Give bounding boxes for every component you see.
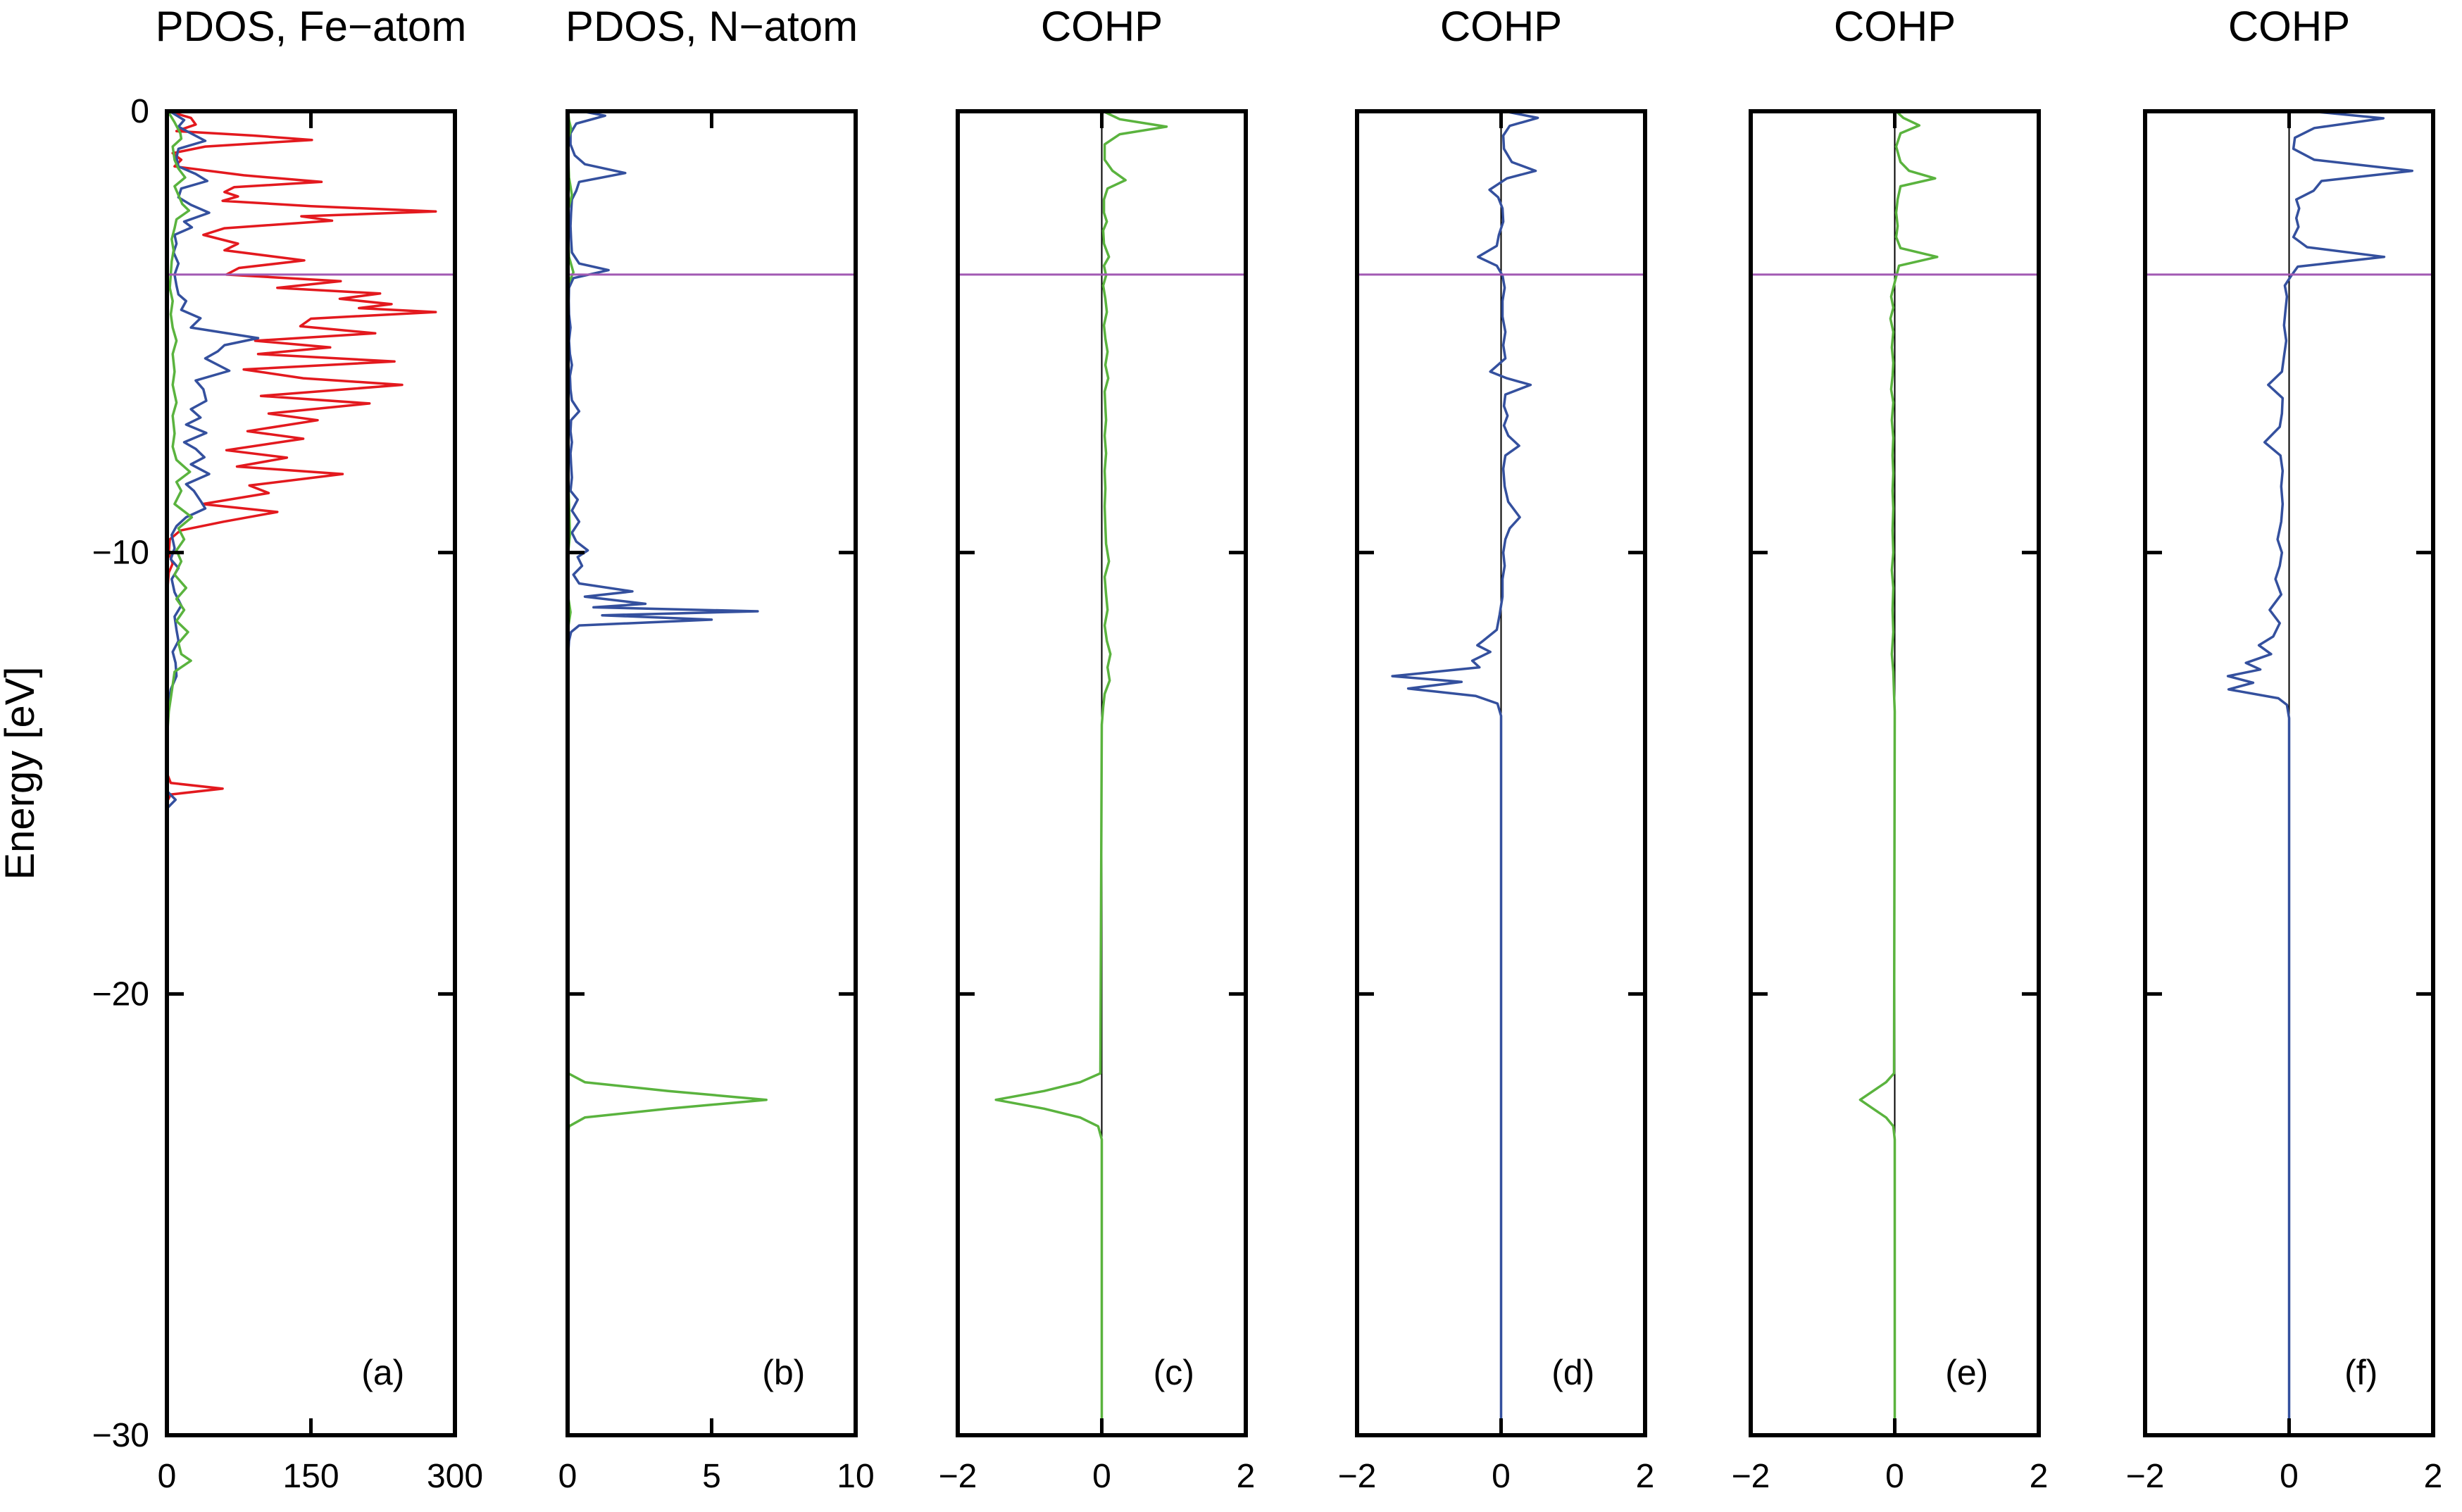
- curve-e-green: [1858, 110, 1939, 1437]
- x-tick-label-b-1: 5: [702, 1458, 721, 1495]
- x-tick-label-d-0: −2: [1338, 1458, 1377, 1495]
- x-tick-label-f-1: 0: [2280, 1458, 2299, 1495]
- panel-f: COHP (f) −2 0 2: [2126, 3, 2443, 1495]
- x-tick-label-e-2: 2: [2030, 1458, 2049, 1495]
- panel-a: PDOS, Fe−atom (a) 0 150 300: [156, 3, 483, 1495]
- x-tick-label-c-2: 2: [1237, 1458, 1256, 1495]
- x-tick-label-f-2: 2: [2424, 1458, 2443, 1495]
- panel-letter-a: (a): [361, 1353, 404, 1392]
- panel-title-d: COHP: [1440, 3, 1562, 50]
- panel-letter-d: (d): [1551, 1353, 1594, 1392]
- panel-title-c: COHP: [1041, 3, 1163, 50]
- x-tick-label-c-0: −2: [939, 1458, 977, 1495]
- x-tick-label-a-0: 0: [158, 1458, 177, 1495]
- y-tick-label-3: −30: [92, 1417, 149, 1454]
- x-tick-label-c-1: 0: [1092, 1458, 1111, 1495]
- curve-a-red: [165, 110, 437, 1437]
- x-tick-label-d-1: 0: [1492, 1458, 1511, 1495]
- x-tick-label-b-2: 10: [837, 1458, 874, 1495]
- curve-d-blue: [1391, 110, 1539, 1437]
- panel-d: COHP (d) −2 0 2: [1338, 3, 1655, 1495]
- y-tick-label-1: −10: [92, 535, 149, 572]
- panel-title-e: COHP: [1834, 3, 1956, 50]
- x-tick-label-f-0: −2: [2126, 1458, 2165, 1495]
- curve-c-green: [994, 110, 1168, 1437]
- y-tick-label-0: 0: [130, 93, 149, 130]
- curve-f-blue: [2226, 110, 2414, 1437]
- x-tick-label-b-0: 0: [558, 1458, 577, 1495]
- panel-title-a: PDOS, Fe−atom: [156, 3, 467, 50]
- panel-title-b: PDOS, N−atom: [565, 3, 858, 50]
- x-tick-label-e-0: −2: [1732, 1458, 1770, 1495]
- panel-c: COHP (c) −2 0 2: [939, 3, 1256, 1495]
- panel-e: COHP (e) −2 0 2: [1732, 3, 2049, 1495]
- panel-letter-c: (c): [1154, 1353, 1194, 1392]
- x-tick-label-a-2: 300: [427, 1458, 483, 1495]
- panel-letter-b: (b): [762, 1353, 805, 1392]
- curve-a-green: [165, 110, 194, 1437]
- panel-letter-f: (f): [2344, 1353, 2377, 1392]
- curve-a-blue: [165, 110, 260, 1437]
- x-tick-label-a-1: 150: [282, 1458, 339, 1495]
- y-axis-label: Energy [eV]: [0, 666, 43, 880]
- x-tick-label-d-2: 2: [1636, 1458, 1655, 1495]
- y-tick-label-2: −20: [92, 975, 149, 1013]
- panel-b: PDOS, N−atom (b) 0 5 10: [558, 3, 875, 1495]
- curve-b-blue: [566, 110, 759, 1437]
- panel-letter-e: (e): [1945, 1353, 1988, 1392]
- panel-title-f: COHP: [2228, 3, 2350, 50]
- x-tick-label-e-1: 0: [1885, 1458, 1904, 1495]
